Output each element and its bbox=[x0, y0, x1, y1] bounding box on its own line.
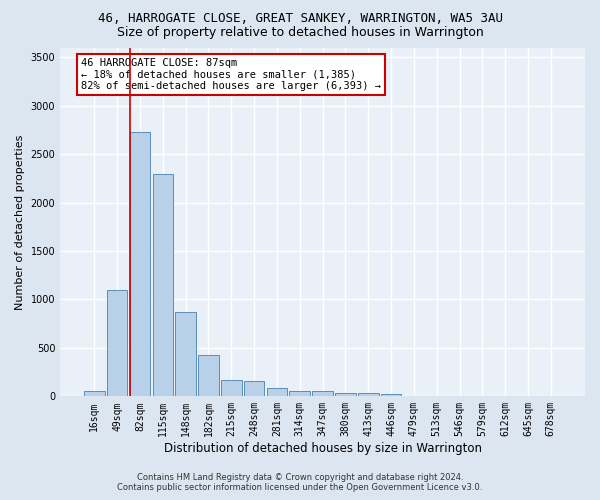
Text: Size of property relative to detached houses in Warrington: Size of property relative to detached ho… bbox=[116, 26, 484, 39]
Text: 46 HARROGATE CLOSE: 87sqm
← 18% of detached houses are smaller (1,385)
82% of se: 46 HARROGATE CLOSE: 87sqm ← 18% of detac… bbox=[81, 58, 381, 91]
Bar bbox=[221, 380, 242, 396]
Bar bbox=[130, 132, 150, 396]
Bar bbox=[244, 381, 265, 396]
Bar bbox=[313, 392, 333, 396]
Bar bbox=[381, 394, 401, 396]
Text: 46, HARROGATE CLOSE, GREAT SANKEY, WARRINGTON, WA5 3AU: 46, HARROGATE CLOSE, GREAT SANKEY, WARRI… bbox=[97, 12, 503, 26]
Bar bbox=[175, 312, 196, 396]
X-axis label: Distribution of detached houses by size in Warrington: Distribution of detached houses by size … bbox=[164, 442, 482, 455]
Bar bbox=[198, 354, 219, 397]
Text: Contains HM Land Registry data © Crown copyright and database right 2024.
Contai: Contains HM Land Registry data © Crown c… bbox=[118, 473, 482, 492]
Bar bbox=[84, 392, 104, 396]
Bar bbox=[335, 393, 356, 396]
Bar bbox=[289, 390, 310, 396]
Bar bbox=[266, 388, 287, 396]
Bar bbox=[152, 174, 173, 396]
Y-axis label: Number of detached properties: Number of detached properties bbox=[15, 134, 25, 310]
Bar bbox=[107, 290, 127, 397]
Bar bbox=[358, 394, 379, 396]
